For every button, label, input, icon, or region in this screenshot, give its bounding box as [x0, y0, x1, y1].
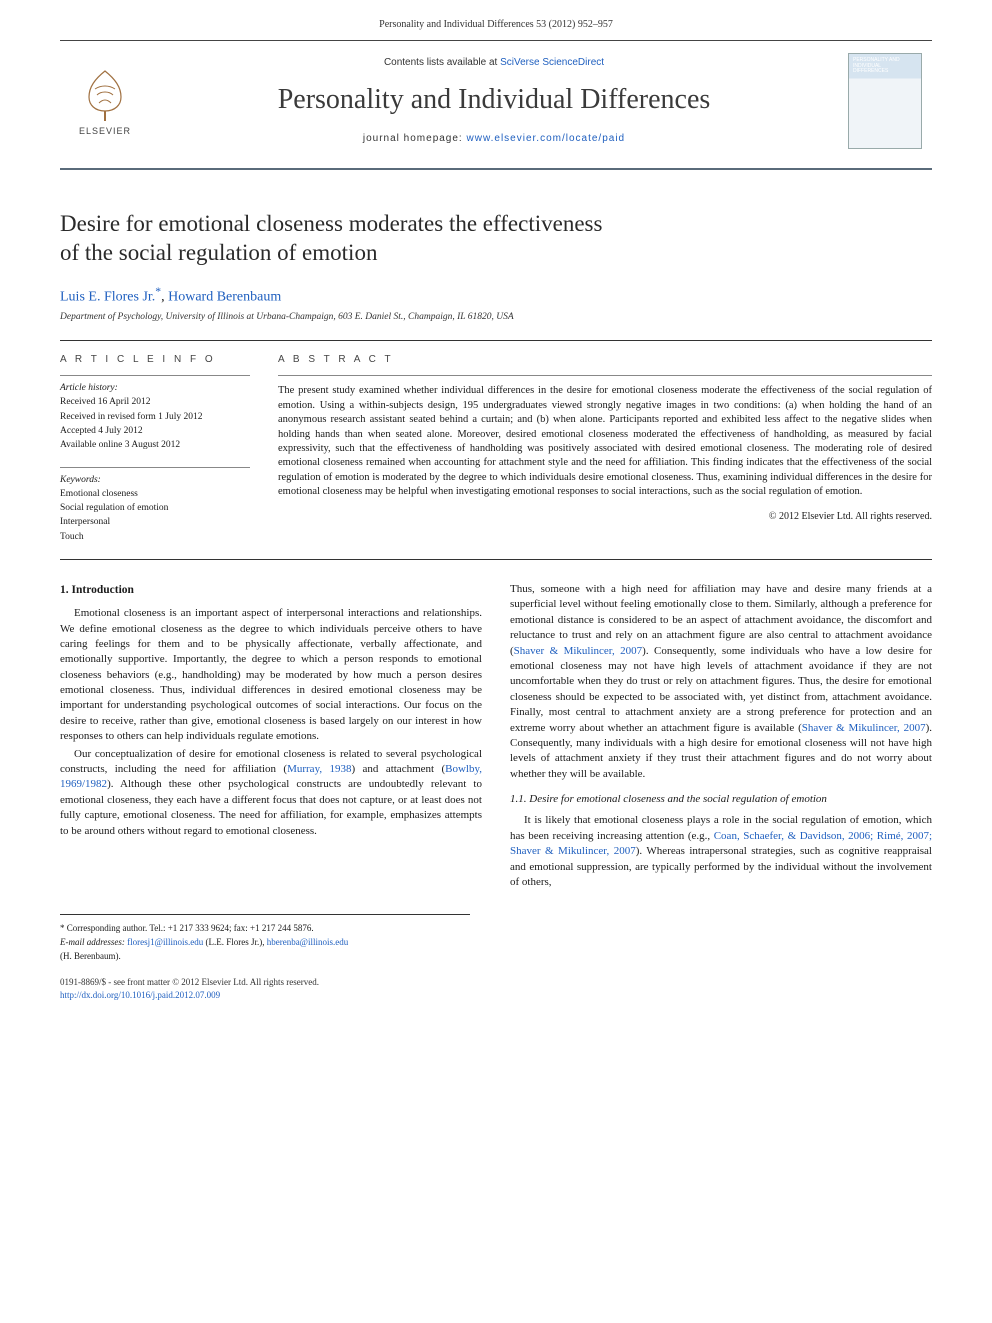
- elsevier-tree-icon: [75, 65, 135, 125]
- ref-shaver-2007-b[interactable]: Shaver & Mikulincer, 2007: [802, 722, 926, 734]
- keyword-2: Social regulation of emotion: [60, 502, 250, 515]
- history-online: Available online 3 August 2012: [60, 439, 250, 452]
- publisher-name: ELSEVIER: [79, 125, 131, 138]
- history-received: Received 16 April 2012: [60, 396, 250, 409]
- body-columns: 1. Introduction Emotional closeness is a…: [60, 582, 932, 892]
- contents-prefix: Contents lists available at: [384, 57, 500, 68]
- keywords-rule: [60, 467, 250, 468]
- keyword-1: Emotional closeness: [60, 488, 250, 501]
- abstract-rule: [278, 375, 932, 376]
- ref-murray-1938[interactable]: Murray, 1938: [287, 763, 351, 775]
- journal-homepage-line: journal homepage: www.elsevier.com/locat…: [140, 132, 848, 146]
- banner-center: Contents lists available at SciVerse Sci…: [140, 56, 848, 145]
- abstract-block: A B S T R A C T The present study examin…: [278, 353, 932, 545]
- affiliation: Department of Psychology, University of …: [60, 311, 932, 324]
- front-matter-line: 0191-8869/$ - see front matter © 2012 El…: [60, 976, 932, 989]
- email-line: E-mail addresses: floresj1@illinois.edu …: [60, 936, 470, 949]
- authors-line: Luis E. Flores Jr.*, Howard Berenbaum: [60, 284, 932, 307]
- running-head: Personality and Individual Differences 5…: [0, 0, 992, 40]
- p2-b: ) and attachment (: [352, 763, 446, 775]
- article-info-block: A R T I C L E I N F O Article history: R…: [60, 353, 250, 545]
- homepage-prefix: journal homepage:: [363, 133, 467, 144]
- emails-label: E-mail addresses:: [60, 937, 127, 947]
- ref-shaver-2007-a[interactable]: Shaver & Mikulincer, 2007: [514, 645, 643, 657]
- publisher-logo: ELSEVIER: [70, 61, 140, 141]
- column-right: Thus, someone with a high need for affil…: [510, 582, 932, 892]
- history-label: Article history:: [60, 382, 250, 395]
- journal-cover-thumbnail: PERSONALITY AND INDIVIDUAL DIFFERENCES: [848, 53, 922, 149]
- author-2-link[interactable]: Howard Berenbaum: [168, 289, 281, 304]
- section-1-heading: 1. Introduction: [60, 582, 482, 598]
- footnotes: * Corresponding author. Tel.: +1 217 333…: [60, 914, 470, 962]
- abstract-heading: A B S T R A C T: [278, 353, 932, 367]
- article-title: Desire for emotional closeness moderates…: [60, 210, 932, 268]
- title-line-2: of the social regulation of emotion: [60, 240, 377, 265]
- keywords-block: Keywords: Emotional closeness Social reg…: [60, 467, 250, 544]
- article-info-heading: A R T I C L E I N F O: [60, 353, 250, 367]
- doi-link[interactable]: http://dx.doi.org/10.1016/j.paid.2012.07…: [60, 990, 220, 1000]
- column-left: 1. Introduction Emotional closeness is a…: [60, 582, 482, 892]
- email-1-link[interactable]: floresj1@illinois.edu: [127, 937, 203, 947]
- journal-homepage-link[interactable]: www.elsevier.com/locate/paid: [467, 133, 626, 144]
- abstract-copyright: © 2012 Elsevier Ltd. All rights reserved…: [278, 510, 932, 524]
- cover-thumb-title: PERSONALITY AND INDIVIDUAL DIFFERENCES: [853, 58, 917, 75]
- info-rule: [60, 375, 250, 376]
- corresponding-author-note: * Corresponding author. Tel.: +1 217 333…: [60, 922, 470, 935]
- citation-text: Personality and Individual Differences 5…: [379, 19, 613, 30]
- history-accepted: Accepted 4 July 2012: [60, 425, 250, 438]
- keywords-label: Keywords:: [60, 474, 250, 487]
- p2-c: ). Although these other psychological co…: [60, 778, 482, 836]
- title-line-1: Desire for emotional closeness moderates…: [60, 211, 602, 236]
- section-1-1-heading: 1.1. Desire for emotional closeness and …: [510, 792, 932, 807]
- page-footer: 0191-8869/$ - see front matter © 2012 El…: [60, 976, 932, 1001]
- author-1-link[interactable]: Luis E. Flores Jr.: [60, 289, 155, 304]
- email-2-link[interactable]: hberenba@illinois.edu: [267, 937, 349, 947]
- journal-banner: ELSEVIER Contents lists available at Sci…: [60, 40, 932, 170]
- sciencedirect-link[interactable]: SciVerse ScienceDirect: [500, 57, 604, 68]
- paragraph-1: Emotional closeness is an important aspe…: [60, 606, 482, 745]
- p3-b: ). Consequently, some individuals who ha…: [510, 645, 932, 734]
- email-2-who: (H. Berenbaum).: [60, 950, 470, 963]
- contents-available-line: Contents lists available at SciVerse Sci…: [140, 56, 848, 70]
- paragraph-3: Thus, someone with a high need for affil…: [510, 582, 932, 782]
- article-meta-row: A R T I C L E I N F O Article history: R…: [60, 341, 932, 560]
- paragraph-2: Our conceptualization of desire for emot…: [60, 747, 482, 839]
- keyword-3: Interpersonal: [60, 516, 250, 529]
- email-1-who: (L.E. Flores Jr.),: [203, 937, 267, 947]
- paragraph-4: It is likely that emotional closeness pl…: [510, 813, 932, 890]
- history-revised: Received in revised form 1 July 2012: [60, 411, 250, 424]
- abstract-text: The present study examined whether indiv…: [278, 384, 932, 500]
- journal-name: Personality and Individual Differences: [140, 80, 848, 119]
- article-title-block: Desire for emotional closeness moderates…: [60, 210, 932, 268]
- banner-inner: ELSEVIER Contents lists available at Sci…: [60, 49, 932, 159]
- keyword-4: Touch: [60, 531, 250, 544]
